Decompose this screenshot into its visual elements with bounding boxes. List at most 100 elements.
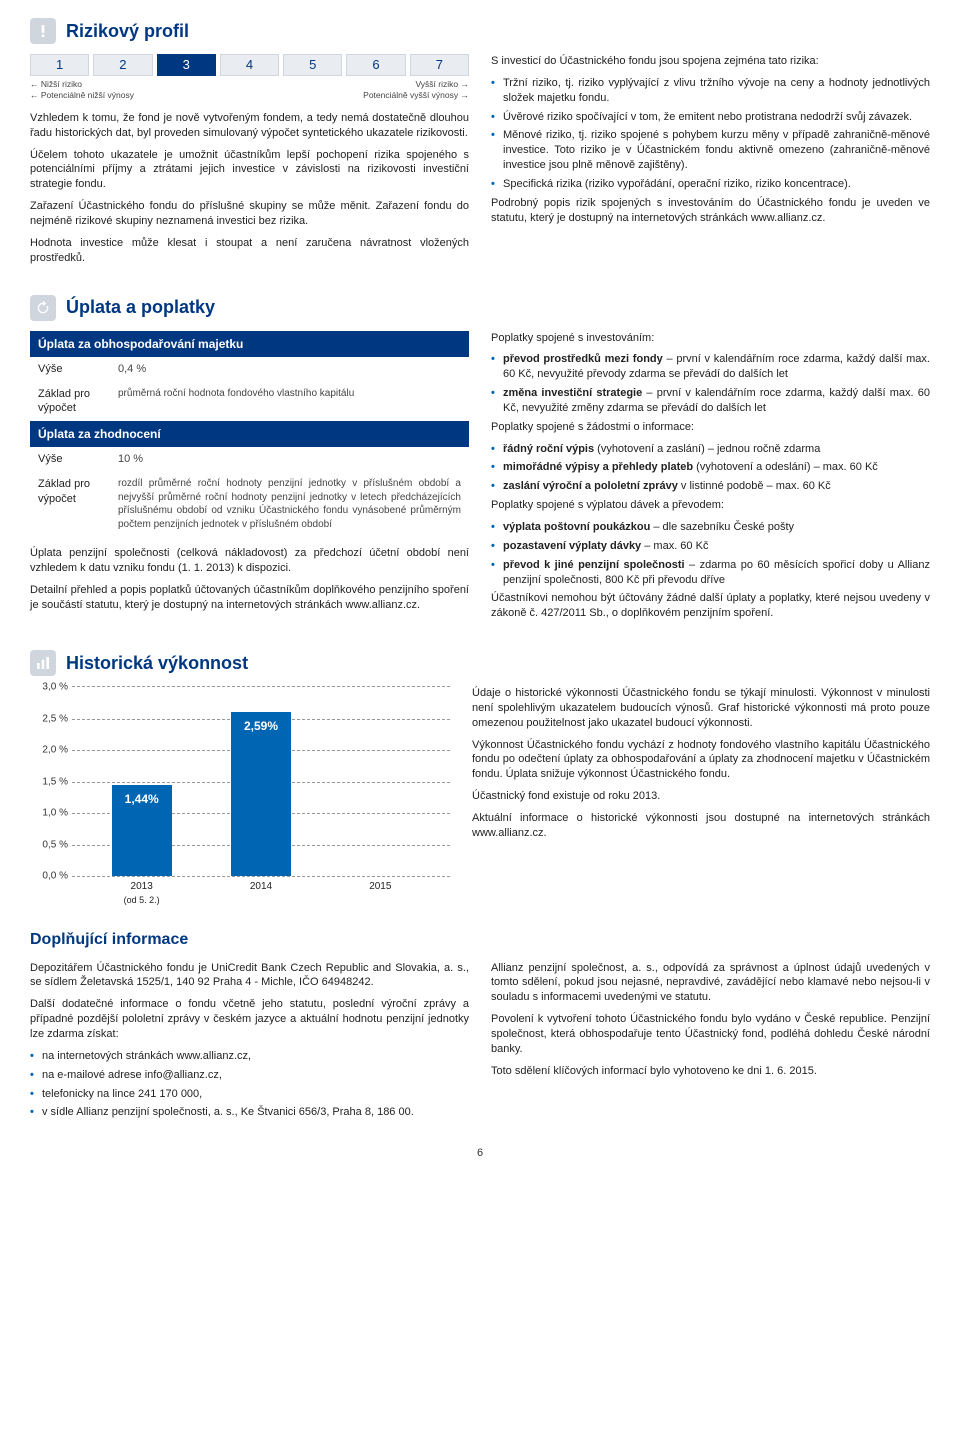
risk-cell-6: 6 <box>346 54 405 76</box>
y-tick-6: 0,0 % <box>30 869 68 883</box>
supp-left-item-0: na internetových stránkách www.allianz.c… <box>30 1049 469 1064</box>
bar-slot-2015 <box>321 687 440 876</box>
supp-section: Doplňující informace Depozitářem Účastni… <box>30 929 930 1124</box>
risk-left-col: 1234567 Nižší riziko Potenciálně nižší v… <box>30 54 469 273</box>
supp-left-item-1: na e-mailové adrese info@allianz.cz, <box>30 1068 469 1083</box>
hist-chart: 3,0 %2,5 %2,0 %1,5 %1,0 %0,5 %0,0 %1,44%… <box>30 686 450 907</box>
hist-header: Historická výkonnost <box>30 650 930 676</box>
fees-r2-value: průměrná roční hodnota fondového vlastní… <box>110 382 469 422</box>
hist-right-para-0: Údaje o historické výkonnosti Účastnické… <box>472 686 930 731</box>
risk-section: Rizikový profil 1234567 Nižší riziko Pot… <box>30 18 930 273</box>
fees-r3-intro: Poplatky spojené s výplatou dávek a přev… <box>491 498 930 513</box>
hist-right-para-1: Výkonnost Účastnického fondu vychází z h… <box>472 738 930 783</box>
risk-scale: 1234567 Nižší riziko Potenciálně nižší v… <box>30 54 469 102</box>
risk-cell-4: 4 <box>220 54 279 76</box>
bar-slot-2013: 1,44% <box>82 687 201 876</box>
fees-r-closing: Účastníkovi nemohou být účtovány žádné d… <box>491 591 930 621</box>
x-tick-2014: 2014 <box>201 880 320 907</box>
fees-section: Úplata a poplatky Úplata za obhospodařov… <box>30 295 930 629</box>
fees-r1-intro: Poplatky spojené s investováním: <box>491 331 930 346</box>
y-tick-4: 1,0 % <box>30 806 68 820</box>
y-tick-3: 1,5 % <box>30 775 68 789</box>
fees-r3-item-0: výplata poštovní poukázkou – dle sazební… <box>491 520 930 535</box>
fees-left-para-1: Detailní přehled a popis poplatků účtova… <box>30 583 469 613</box>
risk-left-para-0: Vzhledem k tomu, že fond je nově vytvoře… <box>30 111 469 141</box>
supp-right-col: Allianz penzijní společnost, a. s., odpo… <box>491 961 930 1125</box>
y-tick-5: 0,5 % <box>30 838 68 852</box>
fees-r3-item-1: pozastavení výplaty dávky – max. 60 Kč <box>491 539 930 554</box>
y-tick-2: 2,0 % <box>30 743 68 757</box>
fees-r1-item-1: změna investiční strategie – první v kal… <box>491 386 930 416</box>
supp-left-col: Depozitářem Účastnického fondu je UniCre… <box>30 961 469 1125</box>
risk-bullet-3: Specifická rizika (riziko vypořádání, op… <box>491 177 930 192</box>
exclamation-icon <box>30 18 56 44</box>
fees-r1-item-0: převod prostředků mezi fondy – první v k… <box>491 352 930 382</box>
bar-2013: 1,44% <box>112 785 172 876</box>
page-number: 6 <box>30 1146 930 1161</box>
fees-table: Úplata za obhospodařování majetku Výše 0… <box>30 331 469 537</box>
refresh-icon <box>30 295 56 321</box>
supp-right-p1: Allianz penzijní společnost, a. s., odpo… <box>491 961 930 1006</box>
fees-r1-value: 0,4 % <box>110 357 469 382</box>
risk-label-high: Vyšší riziko <box>363 79 469 90</box>
supp-right-p3: Toto sdělení klíčových informací bylo vy… <box>491 1064 930 1079</box>
supp-left-p2: Další dodatečné informace o fondu včetně… <box>30 997 469 1042</box>
bar-slot-2014: 2,59% <box>201 687 320 876</box>
bar-label-2013: 1,44% <box>112 791 172 807</box>
risk-left-para-1: Účelem tohoto ukazatele je umožnit účast… <box>30 148 469 193</box>
bar-label-2014: 2,59% <box>231 718 291 734</box>
supp-left-list: na internetových stránkách www.allianz.c… <box>30 1049 469 1120</box>
risk-label-low-return: Potenciálně nižší výnosy <box>30 90 134 101</box>
supp-left-p1: Depozitářem Účastnického fondu je UniCre… <box>30 961 469 991</box>
fees-r2-item-0: řádný roční výpis (vyhotovení a zaslání)… <box>491 442 930 457</box>
fees-header: Úplata a poplatky <box>30 295 930 321</box>
risk-label-high-return: Potenciálně vyšší výnosy <box>363 90 469 101</box>
fees-r4-value: rozdíl průměrné roční hodnoty penzijní j… <box>110 472 469 536</box>
fees-r2-label: Základ pro výpočet <box>30 382 110 422</box>
supp-title: Doplňující informace <box>30 929 930 951</box>
fees-r3-value: 10 % <box>110 447 469 472</box>
risk-cell-2: 2 <box>93 54 152 76</box>
fees-left-para-0: Úplata penzijní společnosti (celková nák… <box>30 546 469 576</box>
risk-right-closing: Podrobný popis rizik spojených s investo… <box>491 196 930 226</box>
fees-r3-list: výplata poštovní poukázkou – dle sazební… <box>491 520 930 587</box>
bar-2014: 2,59% <box>231 712 291 876</box>
risk-title: Rizikový profil <box>66 19 189 43</box>
hist-section: Historická výkonnost 3,0 % 2,5 % 2,0 % 1,5 … <box>30 650 930 907</box>
hist-right-para-2: Účastnický fond existuje od roku 2013. <box>472 789 930 804</box>
fees-r2-list: řádný roční výpis (vyhotovení a zaslání)… <box>491 442 930 495</box>
risk-left-para-2: Zařazení Účastnického fondu do příslušné… <box>30 199 469 229</box>
risk-left-para-3: Hodnota investice může klesat i stoupat … <box>30 236 469 266</box>
supp-left-item-3: v sídle Allianz penzijní společnosti, a.… <box>30 1105 469 1120</box>
fees-header2: Úplata za zhodnocení <box>30 421 469 447</box>
risk-header: Rizikový profil <box>30 18 930 44</box>
risk-cell-5: 5 <box>283 54 342 76</box>
risk-right-intro: S investicí do Účastnického fondu jsou s… <box>491 54 930 69</box>
fees-r2-item-1: mimořádné výpisy a přehledy plateb (vyho… <box>491 460 930 475</box>
fees-left-col: Úplata za obhospodařování majetku Výše 0… <box>30 331 469 629</box>
y-tick-1: 2,5 % <box>30 712 68 726</box>
risk-bullet-0: Tržní riziko, tj. riziko vyplývající z v… <box>491 76 930 106</box>
risk-right-col: S investicí do Účastnického fondu jsou s… <box>491 54 930 273</box>
supp-left-item-2: telefonicky na lince 241 170 000, <box>30 1087 469 1102</box>
risk-cell-1: 1 <box>30 54 89 76</box>
hist-right-col: Údaje o historické výkonnosti Účastnické… <box>472 686 930 907</box>
risk-cell-7: 7 <box>410 54 469 76</box>
fees-header1: Úplata za obhospodařování majetku <box>30 331 469 357</box>
x-tick-2013: 2013(od 5. 2.) <box>82 880 201 907</box>
fees-r3-item-2: převod k jiné penzijní společnosti – zda… <box>491 558 930 588</box>
x-tick-2015: 2015 <box>321 880 440 907</box>
fees-r4-label: Základ pro výpočet <box>30 472 110 536</box>
risk-bullet-1: Úvěrové riziko spočívající v tom, že emi… <box>491 110 930 125</box>
fees-r1-list: převod prostředků mezi fondy – první v k… <box>491 352 930 415</box>
fees-r2-item-2: zaslání výroční a pololetní zprávy v lis… <box>491 479 930 494</box>
risk-bullet-list: Tržní riziko, tj. riziko vyplývající z v… <box>491 76 930 192</box>
hist-title: Historická výkonnost <box>66 651 248 675</box>
fees-r1-label: Výše <box>30 357 110 382</box>
hist-right-para-3: Aktuální informace o historické výkonnos… <box>472 811 930 841</box>
y-tick-0: 3,0 % <box>30 680 68 694</box>
fees-title: Úplata a poplatky <box>66 295 215 319</box>
risk-bullet-2: Měnové riziko, tj. riziko spojené s pohy… <box>491 128 930 173</box>
risk-label-low: Nižší riziko <box>30 79 134 90</box>
supp-right-p2: Povolení k vytvoření tohoto Účastnického… <box>491 1012 930 1057</box>
